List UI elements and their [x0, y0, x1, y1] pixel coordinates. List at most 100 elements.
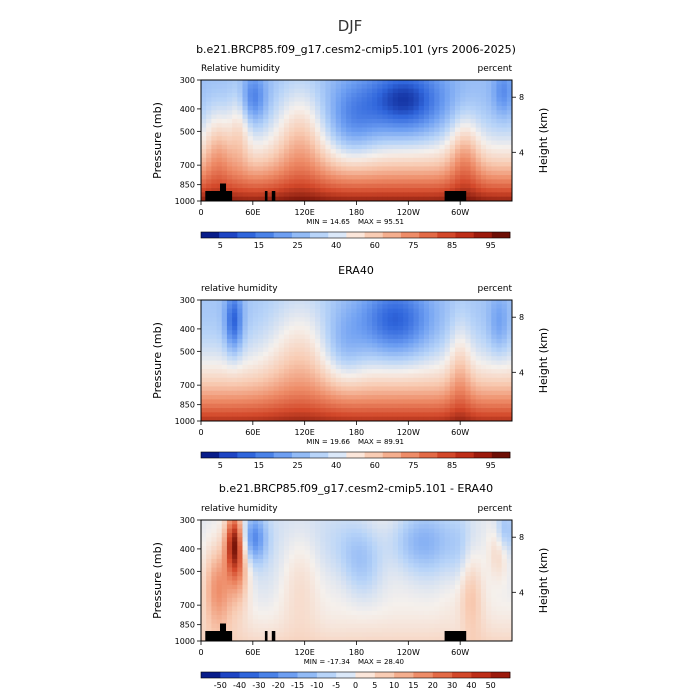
heatmap-cell — [278, 127, 285, 133]
variable-label: relative humidity — [201, 284, 278, 294]
heatmap-cell — [491, 101, 497, 107]
heatmap-cell — [351, 157, 357, 163]
heatmap-cell — [315, 377, 321, 383]
heatmap-cell — [283, 550, 290, 555]
heatmap-cell — [263, 571, 269, 577]
heatmap-cell — [247, 338, 254, 344]
heatmap-cell — [413, 330, 420, 335]
heatmap-cell — [403, 166, 409, 172]
heatmap-cell — [449, 623, 456, 629]
heatmap-cell — [201, 571, 207, 577]
heatmap-cells — [201, 300, 513, 422]
colorbar-swatch — [437, 452, 456, 458]
heatmap-cell — [408, 589, 414, 594]
heatmap-cell — [289, 183, 295, 189]
heatmap-cell — [377, 84, 383, 90]
heatmap-cell — [335, 300, 342, 305]
heatmap-cell — [258, 602, 264, 607]
heatmap-cell — [335, 144, 342, 150]
heatmap-cell — [273, 317, 280, 323]
heatmap-cell — [221, 360, 228, 366]
heatmap-cell — [226, 520, 233, 525]
heatmap-cell — [444, 524, 451, 530]
heatmap-cell — [320, 114, 326, 120]
heatmap-cell — [429, 528, 435, 534]
heatmap-cell — [278, 528, 285, 534]
heatmap-cell — [356, 127, 363, 133]
heatmap-cell — [418, 576, 425, 581]
heatmap-cell — [486, 321, 492, 327]
heatmap-cell — [278, 312, 285, 318]
heatmap-cell — [366, 524, 373, 530]
heatmap-cell — [315, 576, 321, 581]
heatmap-cell — [439, 395, 446, 400]
heatmap-cell — [439, 304, 446, 310]
heatmap-cell — [491, 377, 497, 383]
heatmap-cell — [211, 88, 217, 94]
heatmap-cell — [283, 584, 290, 590]
heatmap-cell — [480, 382, 487, 387]
heatmap-cell — [263, 377, 269, 383]
heatmap-cell — [201, 317, 207, 323]
heatmap-cell — [216, 356, 223, 361]
heatmap-cell — [449, 183, 456, 189]
heatmap-cell — [387, 110, 394, 115]
heatmap-cell — [403, 97, 409, 103]
heatmap-cell — [294, 101, 300, 107]
heatmap-cell — [361, 399, 368, 405]
heatmap-cell — [475, 140, 482, 146]
heatmap-cell — [418, 80, 425, 85]
heatmap-cell — [387, 175, 394, 180]
heatmap-cell — [377, 192, 383, 198]
heatmap-cell — [221, 308, 228, 314]
heatmap-cell — [356, 619, 363, 625]
heatmap-cell — [201, 123, 207, 128]
heatmap-cell — [263, 541, 269, 547]
heatmap-cell — [387, 373, 394, 379]
heatmap-cell — [232, 118, 238, 124]
heatmap-cell — [351, 196, 357, 202]
heatmap-cell — [377, 140, 383, 146]
heatmap-cell — [382, 584, 388, 590]
heatmap-cell — [325, 123, 331, 128]
heatmap-cell — [263, 170, 269, 176]
heatmap-cell — [475, 364, 482, 370]
topography-mask — [220, 183, 226, 201]
heatmap-cell — [315, 356, 321, 361]
heatmap-cell — [263, 584, 269, 590]
heatmap-cell — [465, 597, 471, 603]
heatmap-cell — [221, 408, 228, 413]
heatmap-cell — [221, 343, 228, 348]
heatmap-cell — [408, 576, 414, 581]
heatmap-cell — [413, 144, 420, 150]
heatmap-cell — [330, 597, 337, 603]
heatmap-cell — [304, 153, 311, 159]
y-tick-label: 850 — [180, 401, 195, 410]
heatmap-cell — [216, 80, 223, 85]
heatmap-cell — [283, 317, 290, 323]
heatmap-cell — [470, 334, 477, 340]
heatmap-cell — [242, 312, 249, 318]
heatmap-cell — [309, 408, 316, 413]
heatmap-cell — [501, 580, 508, 586]
heatmap-cell — [247, 123, 254, 128]
heatmap-cell — [491, 623, 497, 629]
heatmap-cell — [397, 623, 404, 629]
heatmap-cell — [325, 157, 331, 163]
heatmap-cell — [289, 123, 295, 128]
heatmap-cell — [403, 136, 409, 141]
heatmap-cell — [397, 524, 404, 530]
heatmap-cell — [408, 343, 414, 348]
heatmap-cell — [408, 390, 414, 396]
heatmap-cell — [216, 580, 223, 586]
heatmap-cell — [486, 364, 492, 370]
heatmap-cell — [403, 338, 409, 344]
heatmap-cell — [397, 610, 404, 616]
heatmap-cell — [366, 162, 373, 167]
heatmap-cell — [366, 321, 373, 327]
heatmap-cell — [294, 576, 300, 581]
heatmap-cell — [325, 127, 331, 133]
heatmap-cell — [320, 170, 326, 176]
heatmap-cell — [434, 545, 440, 551]
heatmap-cell — [418, 550, 425, 555]
